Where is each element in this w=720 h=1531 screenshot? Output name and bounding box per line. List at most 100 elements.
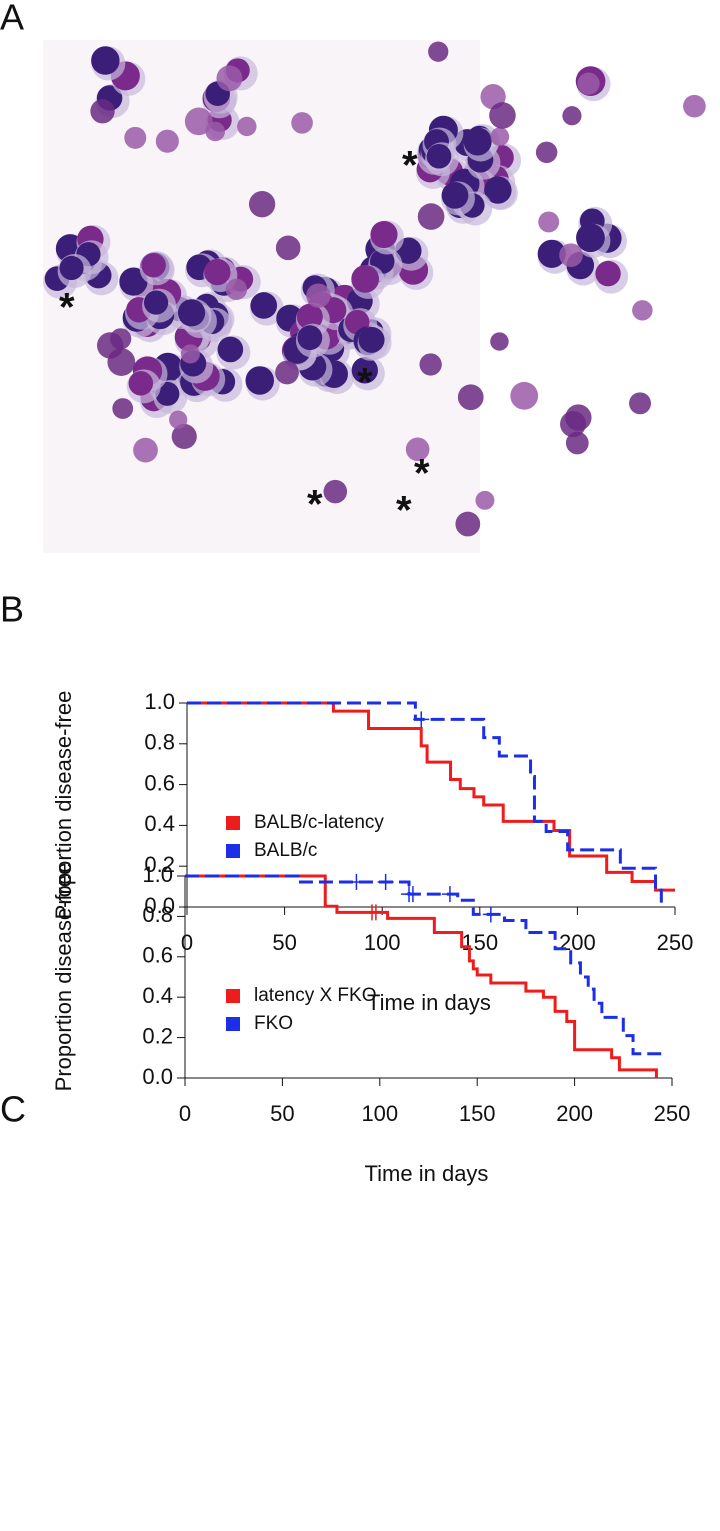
cell <box>306 283 331 308</box>
cell <box>141 252 166 278</box>
cell <box>91 46 120 75</box>
y-tick-label: 0.4 <box>142 983 173 1008</box>
cell <box>133 437 158 463</box>
cell <box>155 381 180 406</box>
cell <box>245 366 275 395</box>
survival-line <box>187 701 675 892</box>
legend-label: FKO <box>254 1013 293 1034</box>
cell <box>112 398 134 419</box>
panel-label: B <box>0 589 24 630</box>
legend-swatch <box>226 816 240 830</box>
cell <box>510 381 539 410</box>
cell <box>457 384 484 411</box>
cell <box>180 344 200 364</box>
cell <box>358 326 385 353</box>
legend-swatch <box>226 989 240 1003</box>
legend-label: BALB/c-latency <box>254 812 384 833</box>
cell <box>428 41 449 62</box>
x-tick-label: 100 <box>364 930 401 955</box>
x-tick-label: 150 <box>459 1101 496 1126</box>
cell <box>59 255 84 281</box>
asterisk: * <box>402 144 418 188</box>
y-axis-title: Proportion disease-free <box>51 863 76 1092</box>
cell <box>565 431 589 455</box>
y-tick-label: 0.8 <box>142 902 173 927</box>
survival-line <box>185 874 658 1078</box>
cell <box>683 94 706 118</box>
censor-mark <box>377 874 394 891</box>
censor-mark <box>348 874 365 891</box>
cell <box>562 106 582 126</box>
cell <box>538 211 560 233</box>
cell <box>537 239 566 268</box>
cell <box>535 141 558 164</box>
cell <box>323 479 348 504</box>
legend-swatch <box>226 1017 240 1031</box>
asterisk: * <box>307 483 323 527</box>
cell <box>426 143 452 169</box>
cell <box>275 235 301 261</box>
asterisk: * <box>414 452 430 496</box>
cell <box>576 223 605 253</box>
x-tick-label: 50 <box>272 930 296 955</box>
cell <box>90 99 115 124</box>
cell <box>128 371 154 396</box>
cell <box>595 260 621 287</box>
y-tick-label: 0.2 <box>142 1023 173 1048</box>
x-axis-title: Time in days <box>365 1161 489 1186</box>
y-tick-label: 0.8 <box>144 730 175 755</box>
cell <box>441 181 469 209</box>
y-tick-label: 1.0 <box>144 689 175 714</box>
cell <box>184 107 213 136</box>
cells <box>43 41 706 537</box>
cell <box>107 348 136 376</box>
cell <box>419 353 442 376</box>
censor-mark <box>413 711 430 728</box>
cell <box>489 102 516 129</box>
censor-mark <box>441 886 458 903</box>
cell <box>475 490 495 510</box>
cell <box>490 127 510 147</box>
cell <box>275 360 299 385</box>
x-tick-label: 200 <box>556 1101 593 1126</box>
cell <box>455 511 481 537</box>
panel-label: A <box>0 0 24 38</box>
cell <box>629 392 652 415</box>
cell <box>405 437 430 462</box>
cell <box>297 325 323 351</box>
cell <box>370 220 398 249</box>
cell <box>351 357 378 384</box>
cell <box>216 65 243 92</box>
cell <box>351 265 380 293</box>
cell <box>296 303 323 330</box>
cell <box>177 299 206 327</box>
cell <box>143 290 169 315</box>
x-tick-label: 150 <box>461 930 498 955</box>
x-tick-label: 0 <box>179 1101 191 1126</box>
cell <box>225 278 248 301</box>
survival-line <box>187 701 663 907</box>
x-axis-title: Time in days <box>367 990 491 1015</box>
y-axis-title: Proportion disease-free <box>51 691 76 920</box>
asterisk: * <box>59 286 75 330</box>
cell <box>484 176 512 204</box>
y-tick-label: 0.6 <box>142 943 173 968</box>
cell <box>577 72 600 95</box>
asterisk: * <box>396 489 412 533</box>
cell <box>417 203 445 230</box>
x-tick-label: 250 <box>654 1101 691 1126</box>
cell <box>237 116 257 137</box>
asterisk: * <box>357 361 373 405</box>
y-tick-label: 0.4 <box>144 811 175 836</box>
cell <box>250 292 278 319</box>
cell <box>248 191 276 218</box>
cell <box>490 332 509 351</box>
y-tick-label: 0.6 <box>144 770 175 795</box>
cell <box>204 258 231 286</box>
cell <box>124 126 147 149</box>
cell <box>169 410 188 429</box>
cell <box>632 300 653 321</box>
cell <box>217 336 244 363</box>
cell <box>559 243 583 267</box>
